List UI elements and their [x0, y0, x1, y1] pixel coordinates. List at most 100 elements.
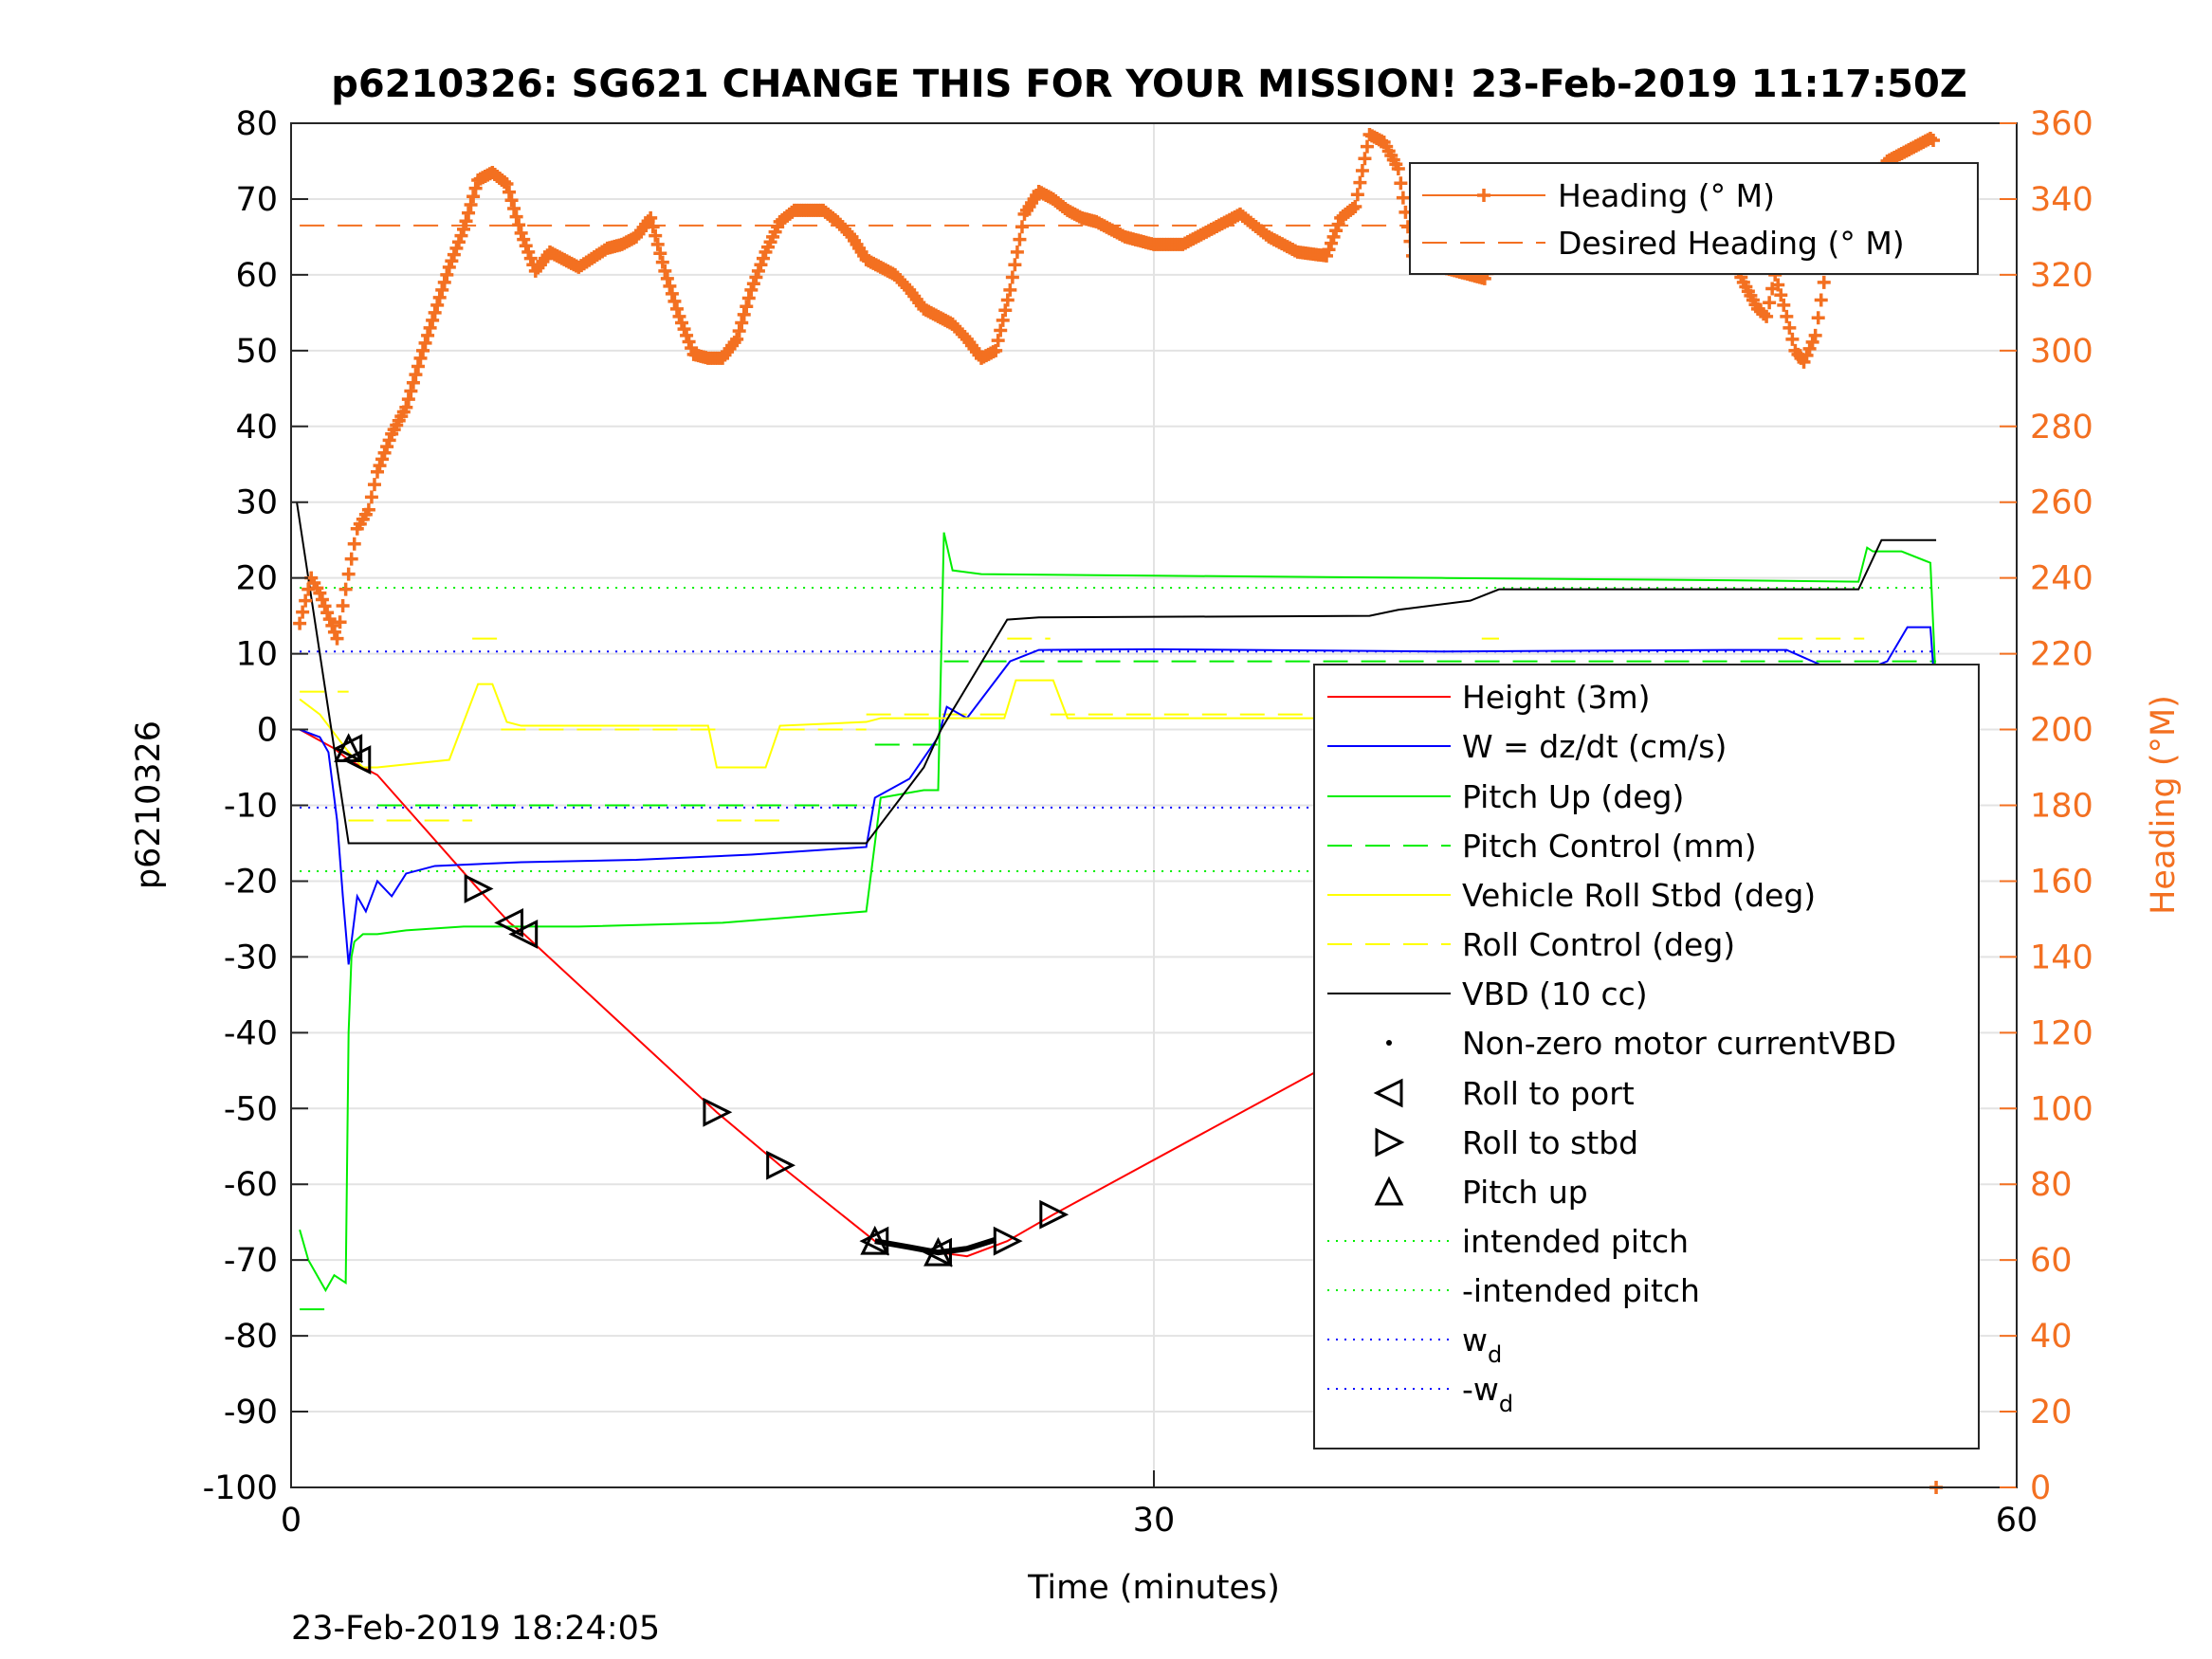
heading-point [655, 255, 669, 269]
heading-point [503, 185, 517, 199]
heading-point [330, 631, 344, 646]
heading-legend-label: Heading (° M) [1558, 177, 1775, 214]
heading-point [466, 190, 481, 204]
y-tick-label-left: -60 [224, 1166, 278, 1204]
heading-point [445, 254, 459, 268]
x-axis-label: Time (minutes) [1027, 1569, 1280, 1607]
heading-legend: Heading (° M) Desired Heading (° M) [1409, 162, 1979, 275]
y-tick-label-right: 220 [2030, 636, 2093, 674]
heading-point [296, 605, 310, 619]
y-tick-label-left: -40 [224, 1014, 278, 1052]
y-tick-label-right: 60 [2030, 1242, 2073, 1280]
heading-point [1358, 152, 1372, 166]
roll-to-port-marker [508, 919, 539, 949]
heading-point [399, 400, 413, 414]
heading-point [1015, 220, 1029, 234]
heading-point [437, 275, 451, 289]
main-legend: Height (3m) W = dz/dt (cm/s) Pitch Up (d… [1313, 664, 1980, 1449]
heading-point [996, 313, 1010, 327]
heading-point [426, 313, 440, 327]
heading-point [428, 305, 442, 319]
heading-legend-symbols [1422, 189, 1545, 244]
heading-point [523, 251, 538, 265]
y-axis-label-right: Heading (°M) [2145, 695, 2183, 915]
y-tick-label-left: 30 [235, 484, 278, 522]
heading-point [1355, 163, 1369, 177]
heading-point [994, 323, 1008, 337]
heading-point [344, 552, 358, 566]
heading-point [1000, 293, 1015, 307]
heading-point [1320, 248, 1333, 263]
y-tick-label-right: 240 [2030, 560, 2093, 598]
heading-point [991, 334, 1005, 348]
heading-point [459, 214, 473, 228]
heading-point [338, 582, 353, 596]
heading-point [325, 618, 339, 632]
heading-point [650, 237, 665, 251]
heading-point [418, 336, 432, 350]
heading-point [669, 301, 684, 316]
legend-symbol-10 [1374, 1176, 1404, 1206]
heading-point [1360, 139, 1374, 154]
legend-label-pitch-up-marker: Pitch up [1462, 1174, 1588, 1211]
series-vbd [296, 501, 1937, 845]
legend-symbol-8 [1373, 1078, 1403, 1108]
roll-to-port-marker [494, 907, 524, 938]
y-tick-label-left: -30 [224, 939, 278, 976]
heading-point [375, 452, 390, 466]
heading-point [660, 271, 674, 285]
heading-point [416, 343, 430, 357]
y-tick-label-right: 260 [2030, 484, 2093, 522]
heading-point [364, 490, 378, 504]
heading-point [411, 359, 425, 374]
heading-point [998, 303, 1013, 318]
y-tick-label-right: 180 [2030, 788, 2093, 826]
legend-label-roll-stbd-marker: Roll to stbd [1462, 1124, 1638, 1161]
roll-to-stbd-marker [703, 1097, 733, 1127]
heading-point [665, 286, 679, 301]
y-tick-label-left: 70 [235, 181, 278, 219]
legend-label-motor-current: Non-zero motor currentVBD [1462, 1025, 1896, 1062]
roll-to-port-marker [333, 734, 363, 763]
y-tick-label-right: 200 [2030, 712, 2093, 750]
legend-label-roll-stbd: Vehicle Roll Stbd (deg) [1462, 877, 1816, 914]
heading-point [737, 307, 751, 321]
y-tick-label-right: 40 [2030, 1318, 2073, 1356]
pitch-up-marker [923, 1236, 953, 1267]
heading-point [432, 290, 447, 304]
y-tick-label-left: 40 [235, 409, 278, 447]
heading-point [449, 241, 464, 255]
heading-point [1322, 243, 1336, 257]
heading-point [740, 300, 754, 314]
heading-point [521, 245, 536, 259]
heading-point [377, 446, 392, 460]
y-tick-label-left: -10 [224, 788, 278, 826]
heading-point [371, 465, 384, 479]
heading-point [1780, 309, 1794, 323]
chart-title: p6210326: SG621 CHANGE THIS FOR YOUR MIS… [331, 63, 1967, 106]
y-tick-label-right: 320 [2030, 257, 2093, 295]
y-tick-label-right: 140 [2030, 939, 2093, 976]
x-tick-label: 0 [281, 1502, 302, 1540]
heading-point [1396, 191, 1410, 205]
roll-to-stbd-marker [1039, 1199, 1069, 1230]
legend-label-roll-control: Roll Control (deg) [1462, 926, 1735, 963]
x-tick-label: 60 [1996, 1502, 2038, 1540]
y-tick-label-right: 300 [2030, 333, 2093, 371]
heading-point [451, 235, 466, 249]
heading-point [1771, 278, 1785, 292]
heading-point [682, 335, 696, 349]
legend-label-pitch-control: Pitch Control (mm) [1462, 828, 1757, 865]
heading-point [380, 440, 394, 454]
heading-point [1325, 236, 1339, 250]
heading-point [322, 612, 337, 627]
pitch-up-marker [334, 733, 364, 763]
pitch-up-marker [860, 1225, 890, 1255]
motor-current-trace [874, 1236, 997, 1256]
y-tick-label-left: -80 [224, 1318, 278, 1356]
roll-to-port-marker [859, 1226, 889, 1256]
y-axis-label-left: p6210326 [130, 720, 168, 889]
heading-point [361, 502, 375, 517]
heading-point [1817, 275, 1831, 289]
